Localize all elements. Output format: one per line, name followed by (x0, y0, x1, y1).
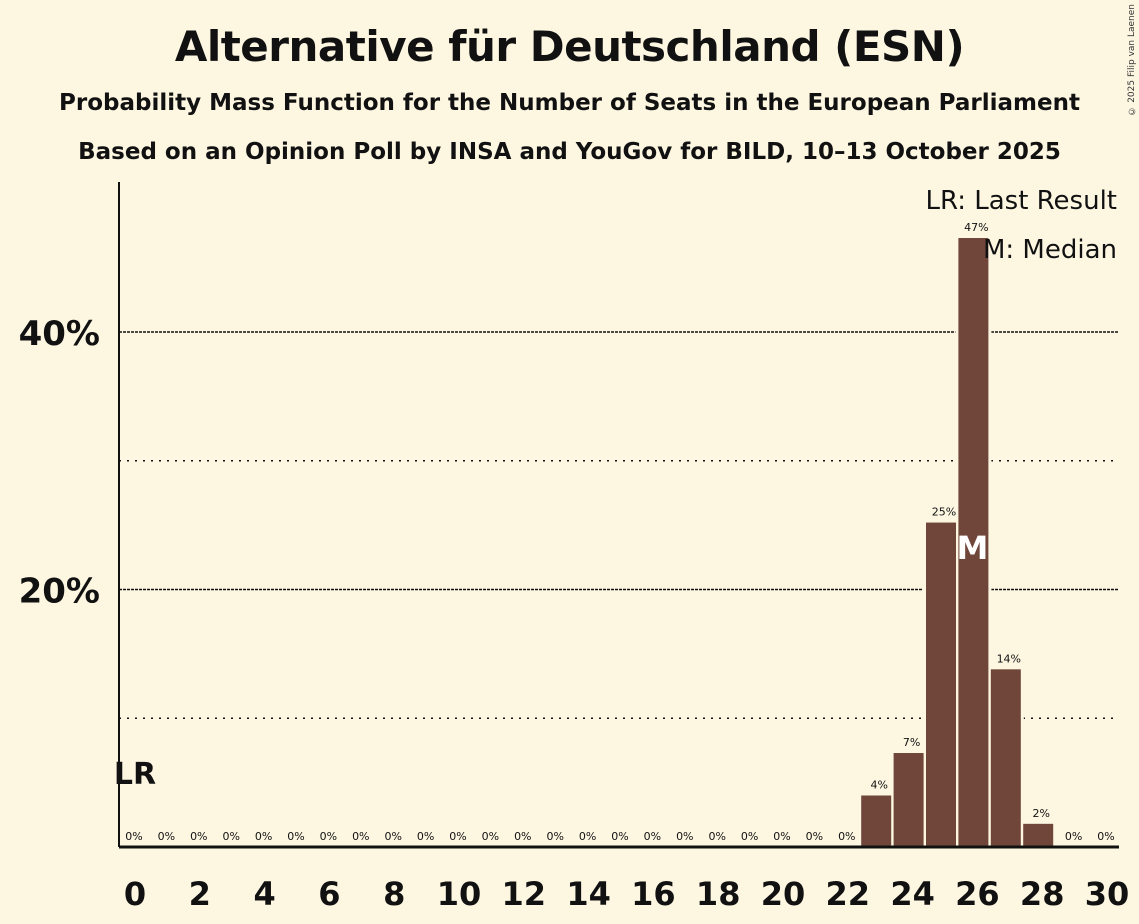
x-tick-label: 26 (955, 875, 1000, 913)
bar (1023, 823, 1054, 847)
chart-title: Alternative für Deutschland (ESN) (174, 22, 965, 71)
bar-value-label: 47% (964, 221, 988, 234)
bar-value-label: 7% (903, 736, 920, 749)
chart-subtitle-2: Based on an Opinion Poll by INSA and You… (78, 139, 1061, 165)
x-tick-label: 24 (890, 875, 935, 913)
x-tick-label: 2 (189, 875, 211, 913)
chart-subtitle: Probability Mass Function for the Number… (59, 90, 1080, 116)
x-tick-label: 4 (253, 875, 275, 913)
bar-value-label: 25% (932, 506, 956, 519)
x-tick-label: 6 (318, 875, 340, 913)
y-tick-label: 20% (19, 572, 100, 612)
bar-value-label: 0% (644, 830, 661, 843)
bar-value-label: 0% (255, 830, 272, 843)
bar-value-label: 0% (320, 830, 337, 843)
bar-value-label: 0% (579, 830, 596, 843)
bar-value-label: 0% (158, 830, 175, 843)
x-tick-label: 30 (1085, 875, 1130, 913)
bar-value-label: 14% (997, 652, 1021, 665)
legend-last-result: LR: Last Result (925, 186, 1117, 216)
bar-value-label: 0% (222, 830, 239, 843)
bar-value-label: 0% (190, 830, 207, 843)
bar-value-label: 0% (352, 830, 369, 843)
y-tick-label: 40% (19, 314, 100, 354)
bar-value-label: 0% (676, 830, 693, 843)
bar-value-label: 0% (125, 830, 142, 843)
x-tick-label: 10 (437, 875, 482, 913)
bar-value-label: 0% (449, 830, 466, 843)
bar-value-label: 0% (773, 830, 790, 843)
bar-value-label: 0% (741, 830, 758, 843)
bar-value-label: 0% (287, 830, 304, 843)
median-marker: M (956, 529, 988, 567)
bar-value-label: 0% (482, 830, 499, 843)
x-tick-label: 12 (502, 875, 547, 913)
x-tick-label: 0 (124, 875, 146, 913)
x-tick-label: 8 (383, 875, 405, 913)
x-tick-label: 28 (1020, 875, 1065, 913)
last-result-marker: LR (114, 757, 156, 792)
bar-value-label: 0% (708, 830, 725, 843)
bar-value-label: 0% (546, 830, 563, 843)
x-tick-label: 22 (826, 875, 871, 913)
bar (926, 522, 956, 847)
bar-value-label: 2% (1032, 807, 1049, 820)
bar-value-label: 0% (838, 830, 855, 843)
bar-value-label: 0% (611, 830, 628, 843)
bar-value-label: 0% (417, 830, 434, 843)
x-tick-label: 16 (631, 875, 676, 913)
x-tick-label: 14 (566, 875, 611, 913)
bar-value-label: 0% (514, 830, 531, 843)
bar (990, 669, 1021, 847)
bar (893, 753, 924, 847)
legend-median: M: Median (983, 235, 1117, 265)
bar-value-label: 4% (870, 779, 887, 792)
bar (861, 795, 892, 847)
bar-value-label: 0% (384, 830, 401, 843)
bar (958, 238, 989, 847)
bar-value-label: 0% (806, 830, 823, 843)
x-tick-label: 20 (761, 875, 806, 913)
x-tick-label: 18 (696, 875, 741, 913)
bar-value-label: 0% (1097, 830, 1114, 843)
bar-value-label: 0% (1065, 830, 1082, 843)
